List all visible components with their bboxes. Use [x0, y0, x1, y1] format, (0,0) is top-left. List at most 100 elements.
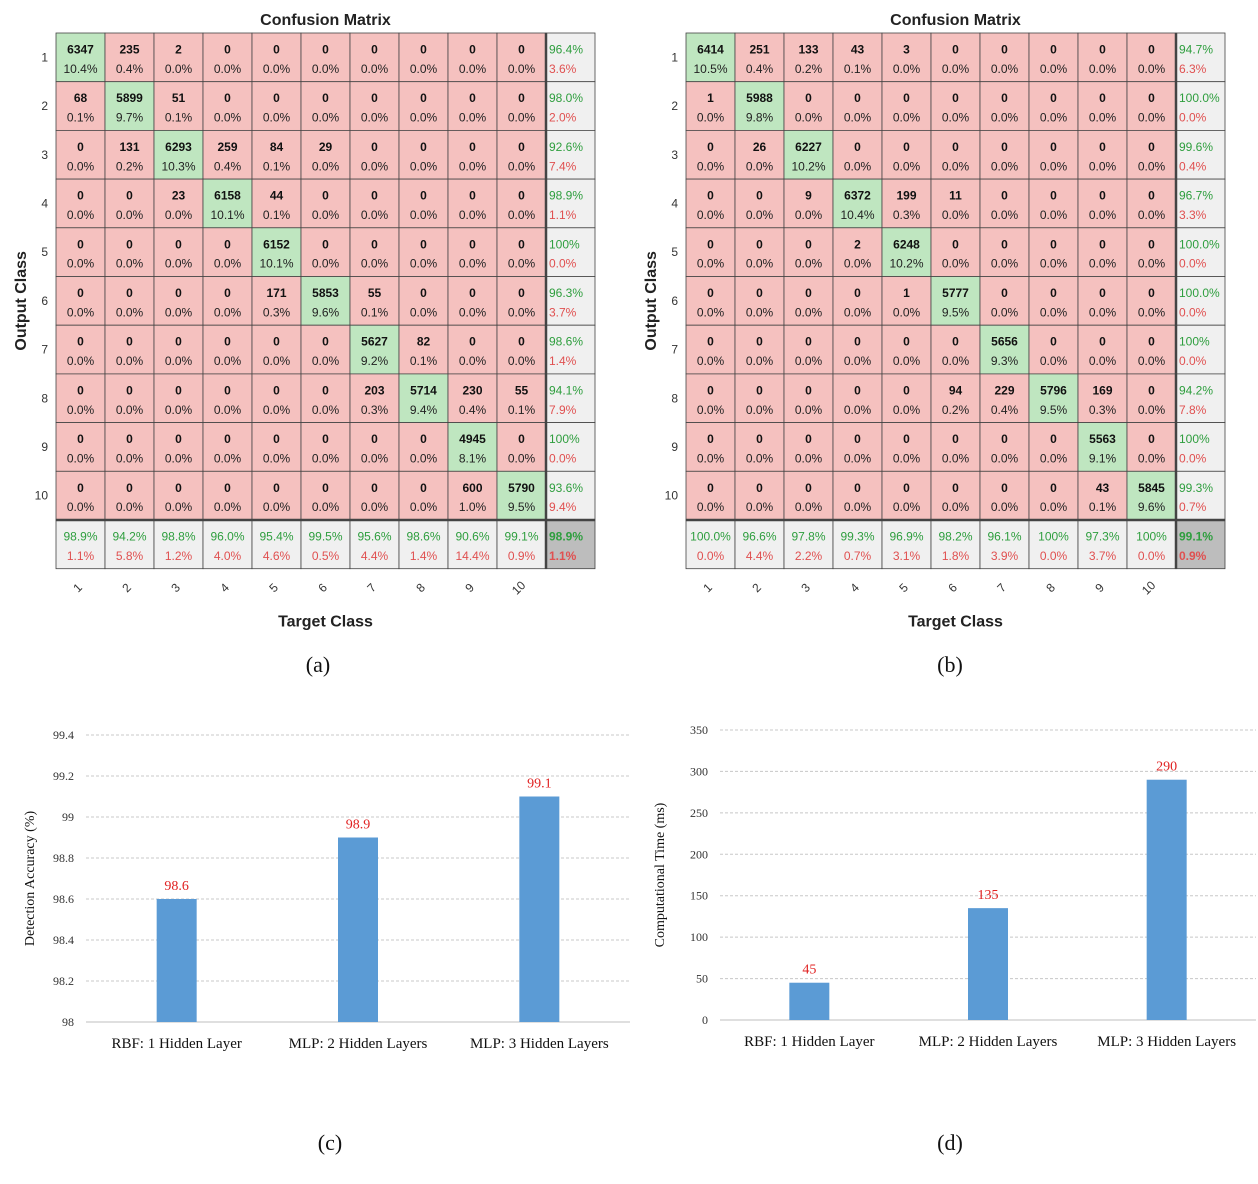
cm-cell-count: 0 — [420, 286, 427, 300]
cm-cell-percent: 0.4% — [459, 403, 487, 417]
cm-cell-percent: 0.0% — [459, 111, 487, 125]
bar-ytick: 300 — [690, 764, 708, 778]
bar-ytick: 0 — [702, 1013, 708, 1027]
cm-cell-count: 55 — [515, 383, 529, 397]
cm-cell-count: 0 — [224, 237, 231, 251]
bar-value-label: 98.6 — [164, 879, 189, 894]
cm-row-tick: 1 — [41, 50, 48, 64]
bar-ylabel: Detection Accuracy (%) — [23, 811, 38, 947]
cm-row-precision: 94.1% — [549, 383, 583, 397]
cm-cell-count: 0 — [469, 189, 476, 203]
cm-col-error: 0.0% — [1040, 549, 1068, 563]
cm-cell-percent: 0.0% — [795, 500, 823, 514]
cm-cell-percent: 0.0% — [746, 452, 774, 466]
cm-cell-count: 0 — [707, 286, 714, 300]
cm-cell-count: 0 — [756, 335, 763, 349]
cm-cell-percent: 0.0% — [165, 305, 193, 319]
bar-ytick: 98 — [62, 1015, 74, 1029]
cm-cell-percent: 0.0% — [508, 208, 536, 222]
cm-cell-count: 6227 — [795, 140, 822, 154]
cm-cell-count: 0 — [903, 383, 910, 397]
cm-col-recall: 98.6% — [406, 529, 440, 543]
cm-cell-count: 0 — [469, 335, 476, 349]
cm-row-error: 6.3% — [1179, 62, 1207, 76]
cm-row-precision: 98.6% — [549, 335, 583, 349]
cm-cell-percent: 0.1% — [165, 111, 193, 125]
cm-cell-count: 0 — [518, 91, 525, 105]
cm-cell-count: 0 — [707, 432, 714, 446]
cm-cell-percent: 0.3% — [893, 208, 921, 222]
cm-cell-percent: 9.5% — [942, 305, 970, 319]
cm-cell-count: 0 — [175, 383, 182, 397]
cm-row-error: 0.0% — [1179, 354, 1207, 368]
cm-cell-count: 0 — [1050, 335, 1057, 349]
cm-cell-count: 6414 — [697, 42, 724, 56]
cm-row-tick: 5 — [671, 245, 678, 259]
cm-cell-count: 82 — [417, 335, 431, 349]
cm-col-recall: 97.8% — [791, 529, 825, 543]
cm-cell-percent: 0.0% — [312, 500, 340, 514]
bar-ytick: 150 — [690, 889, 708, 903]
cm-cell-percent: 0.1% — [263, 208, 291, 222]
cm-cell-percent: 0.0% — [214, 257, 242, 271]
cm-overall-accuracy: 98.9% — [549, 529, 583, 543]
cm-cell-percent: 9.1% — [1089, 452, 1117, 466]
cm-cell-count: 5563 — [1089, 432, 1116, 446]
cm-cell-count: 0 — [1099, 42, 1106, 56]
cm-row-tick: 4 — [41, 196, 48, 210]
cm-cell-percent: 0.0% — [1089, 159, 1117, 173]
cm-cell-count: 6248 — [893, 237, 920, 251]
cm-cell-count: 0 — [469, 91, 476, 105]
cm-cell-count: 2 — [175, 42, 182, 56]
cm-cell-percent: 0.0% — [165, 208, 193, 222]
cm-cell-count: 0 — [126, 432, 133, 446]
cm-row-precision: 92.6% — [549, 140, 583, 154]
cm-cell-count: 0 — [126, 335, 133, 349]
cm-cell-count: 0 — [371, 91, 378, 105]
cm-cell-percent: 9.7% — [116, 111, 144, 125]
bar-chart-time: 05010015020025030035045RBF: 1 Hidden Lay… — [653, 723, 1256, 1050]
cm-col-tick: 3 — [168, 580, 183, 595]
cm-row-error: 3.7% — [549, 305, 577, 319]
cm-cell-percent: 0.0% — [410, 500, 438, 514]
cm-cell-count: 6372 — [844, 189, 871, 203]
cm-cell-count: 6293 — [165, 140, 192, 154]
cm-cell-percent: 0.0% — [942, 257, 970, 271]
cm-ylabel: Output Class — [13, 251, 30, 351]
cm-cell-percent: 0.0% — [508, 257, 536, 271]
cm-cell-percent: 0.1% — [67, 111, 95, 125]
cm-cell-count: 0 — [469, 237, 476, 251]
cm-col-recall: 96.0% — [210, 529, 244, 543]
bar-ytick: 98.2 — [53, 974, 74, 988]
cm-cell-count: 5714 — [410, 383, 437, 397]
cm-cell-count: 0 — [224, 383, 231, 397]
cm-row-error: 0.7% — [1179, 500, 1207, 514]
cm-cell-count: 0 — [805, 481, 812, 495]
cm-cell-count: 0 — [518, 42, 525, 56]
cm-cell-count: 0 — [1099, 189, 1106, 203]
cm-cell-percent: 0.0% — [312, 159, 340, 173]
cm-cell-count: 0 — [1050, 432, 1057, 446]
cm-cell-count: 0 — [756, 286, 763, 300]
cm-cell-percent: 0.0% — [459, 354, 487, 368]
cm-cell-count: 0 — [903, 140, 910, 154]
cm-cell-count: 0 — [77, 383, 84, 397]
cm-row-tick: 1 — [671, 50, 678, 64]
cm-cell-percent: 0.0% — [991, 257, 1019, 271]
cm-cell-count: 229 — [994, 383, 1014, 397]
cm-row-error: 0.0% — [549, 257, 577, 271]
cm-cell-count: 0 — [224, 432, 231, 446]
cm-row-tick: 2 — [671, 99, 678, 113]
cm-cell-percent: 9.6% — [312, 305, 340, 319]
cm-cell-percent: 0.0% — [1089, 257, 1117, 271]
cm-cell-count: 203 — [364, 383, 384, 397]
cm-cell-percent: 0.0% — [361, 500, 389, 514]
cm-cell-count: 0 — [1148, 189, 1155, 203]
cm-col-error: 0.0% — [1138, 549, 1166, 563]
cm-row-tick: 7 — [671, 343, 678, 357]
cm-cell-count: 199 — [896, 189, 916, 203]
cm-cell-percent: 0.0% — [1089, 208, 1117, 222]
cm-cell-percent: 0.4% — [214, 159, 242, 173]
cm-cell-count: 0 — [371, 189, 378, 203]
panel-label-d: (d) — [937, 1130, 963, 1155]
